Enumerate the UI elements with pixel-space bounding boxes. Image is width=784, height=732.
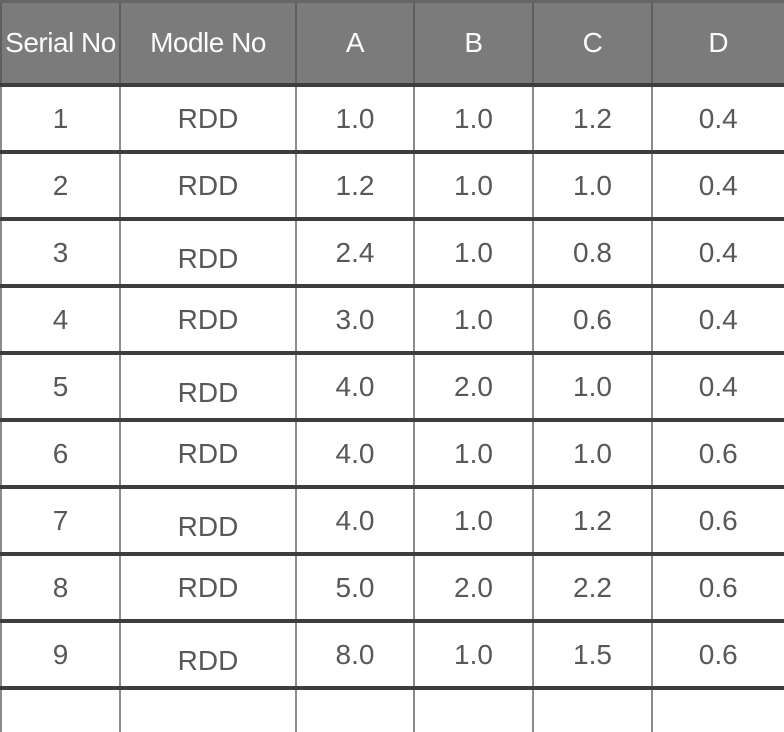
cell-a: 8.0 — [295, 619, 415, 690]
cell-b: 1.0 — [413, 485, 534, 556]
cell-model-no: RDD — [119, 150, 297, 221]
cell-a: 1.0 — [295, 83, 415, 154]
cell-c: 1.0 — [532, 150, 653, 221]
cell-b: 1.0 — [413, 83, 534, 154]
cell-serial-no: 8 — [0, 552, 121, 623]
cell-model-no: RDD — [119, 217, 297, 288]
cell-a: 3.0 — [295, 284, 415, 355]
cell-c: 0.8 — [532, 217, 653, 288]
cell-b: 2.0 — [413, 351, 534, 422]
cell-d: 0.4 — [651, 217, 784, 288]
cell-serial-no: 5 — [0, 351, 121, 422]
cell-c — [532, 686, 653, 732]
cell-a: 5.0 — [295, 552, 415, 623]
table-body: 1 RDD 1.0 1.0 1.2 0.4 2 RDD 1.2 1.0 1.0 … — [0, 83, 784, 732]
cell-serial-no: 6 — [0, 418, 121, 489]
cell-model-no: RDD — [119, 552, 297, 623]
cell-serial-no: 7 — [0, 485, 121, 556]
cell-d — [651, 686, 784, 732]
cell-d: 0.4 — [651, 284, 784, 355]
cell-a: 4.0 — [295, 485, 415, 556]
cell-b: 1.0 — [413, 619, 534, 690]
column-header-b: B — [413, 1, 534, 87]
cell-d: 0.4 — [651, 351, 784, 422]
cell-model-no: RDD — [119, 485, 297, 556]
cell-serial-no: 1 — [0, 83, 121, 154]
cell-b: 1.0 — [413, 217, 534, 288]
table-row: 8 RDD 5.0 2.0 2.2 0.6 — [0, 552, 784, 623]
cell-serial-no: 2 — [0, 150, 121, 221]
cell-b: 1.0 — [413, 418, 534, 489]
column-header-serial-no: Serial No — [0, 1, 121, 87]
cell-c: 1.0 — [532, 418, 653, 489]
cell-b: 2.0 — [413, 552, 534, 623]
cell-b — [413, 686, 534, 732]
cell-d: 0.6 — [651, 418, 784, 489]
cell-d: 0.6 — [651, 485, 784, 556]
table-row: 5 RDD 4.0 2.0 1.0 0.4 — [0, 351, 784, 422]
cell-c: 1.0 — [532, 351, 653, 422]
cell-model-no: RDD — [119, 284, 297, 355]
column-header-model-no: Modle No — [119, 1, 297, 87]
cell-serial-no: 3 — [0, 217, 121, 288]
cell-d: 0.4 — [651, 150, 784, 221]
cell-d: 0.4 — [651, 83, 784, 154]
table-row: 6 RDD 4.0 1.0 1.0 0.6 — [0, 418, 784, 489]
table-header: Serial No Modle No A B C D — [0, 1, 784, 87]
cell-a: 2.4 — [295, 217, 415, 288]
cell-serial-no — [0, 686, 121, 732]
cell-a — [295, 686, 415, 732]
cell-model-no: RDD — [119, 83, 297, 154]
table-row: 9 RDD 8.0 1.0 1.5 0.6 — [0, 619, 784, 690]
cell-model-no — [119, 686, 297, 732]
column-header-d: D — [651, 1, 784, 87]
cell-model-no: RDD — [119, 351, 297, 422]
cell-d: 0.6 — [651, 552, 784, 623]
cell-c: 1.2 — [532, 83, 653, 154]
table-row: 1 RDD 1.0 1.0 1.2 0.4 — [0, 83, 784, 154]
column-header-c: C — [532, 1, 653, 87]
cell-model-no: RDD — [119, 418, 297, 489]
header-row: Serial No Modle No A B C D — [0, 1, 784, 87]
cell-c: 0.6 — [532, 284, 653, 355]
table-row: 3 RDD 2.4 1.0 0.8 0.4 — [0, 217, 784, 288]
cell-serial-no: 9 — [0, 619, 121, 690]
cell-a: 4.0 — [295, 351, 415, 422]
cell-c: 1.5 — [532, 619, 653, 690]
cell-c: 1.2 — [532, 485, 653, 556]
table-row: 7 RDD 4.0 1.0 1.2 0.6 — [0, 485, 784, 556]
cell-model-no: RDD — [119, 619, 297, 690]
table-row-partial — [0, 686, 784, 732]
cell-serial-no: 4 — [0, 284, 121, 355]
cell-b: 1.0 — [413, 150, 534, 221]
cell-a: 4.0 — [295, 418, 415, 489]
cell-b: 1.0 — [413, 284, 534, 355]
table-row: 2 RDD 1.2 1.0 1.0 0.4 — [0, 150, 784, 221]
cell-a: 1.2 — [295, 150, 415, 221]
cell-d: 0.6 — [651, 619, 784, 690]
column-header-a: A — [295, 1, 415, 87]
table-row: 4 RDD 3.0 1.0 0.6 0.4 — [0, 284, 784, 355]
cell-c: 2.2 — [532, 552, 653, 623]
